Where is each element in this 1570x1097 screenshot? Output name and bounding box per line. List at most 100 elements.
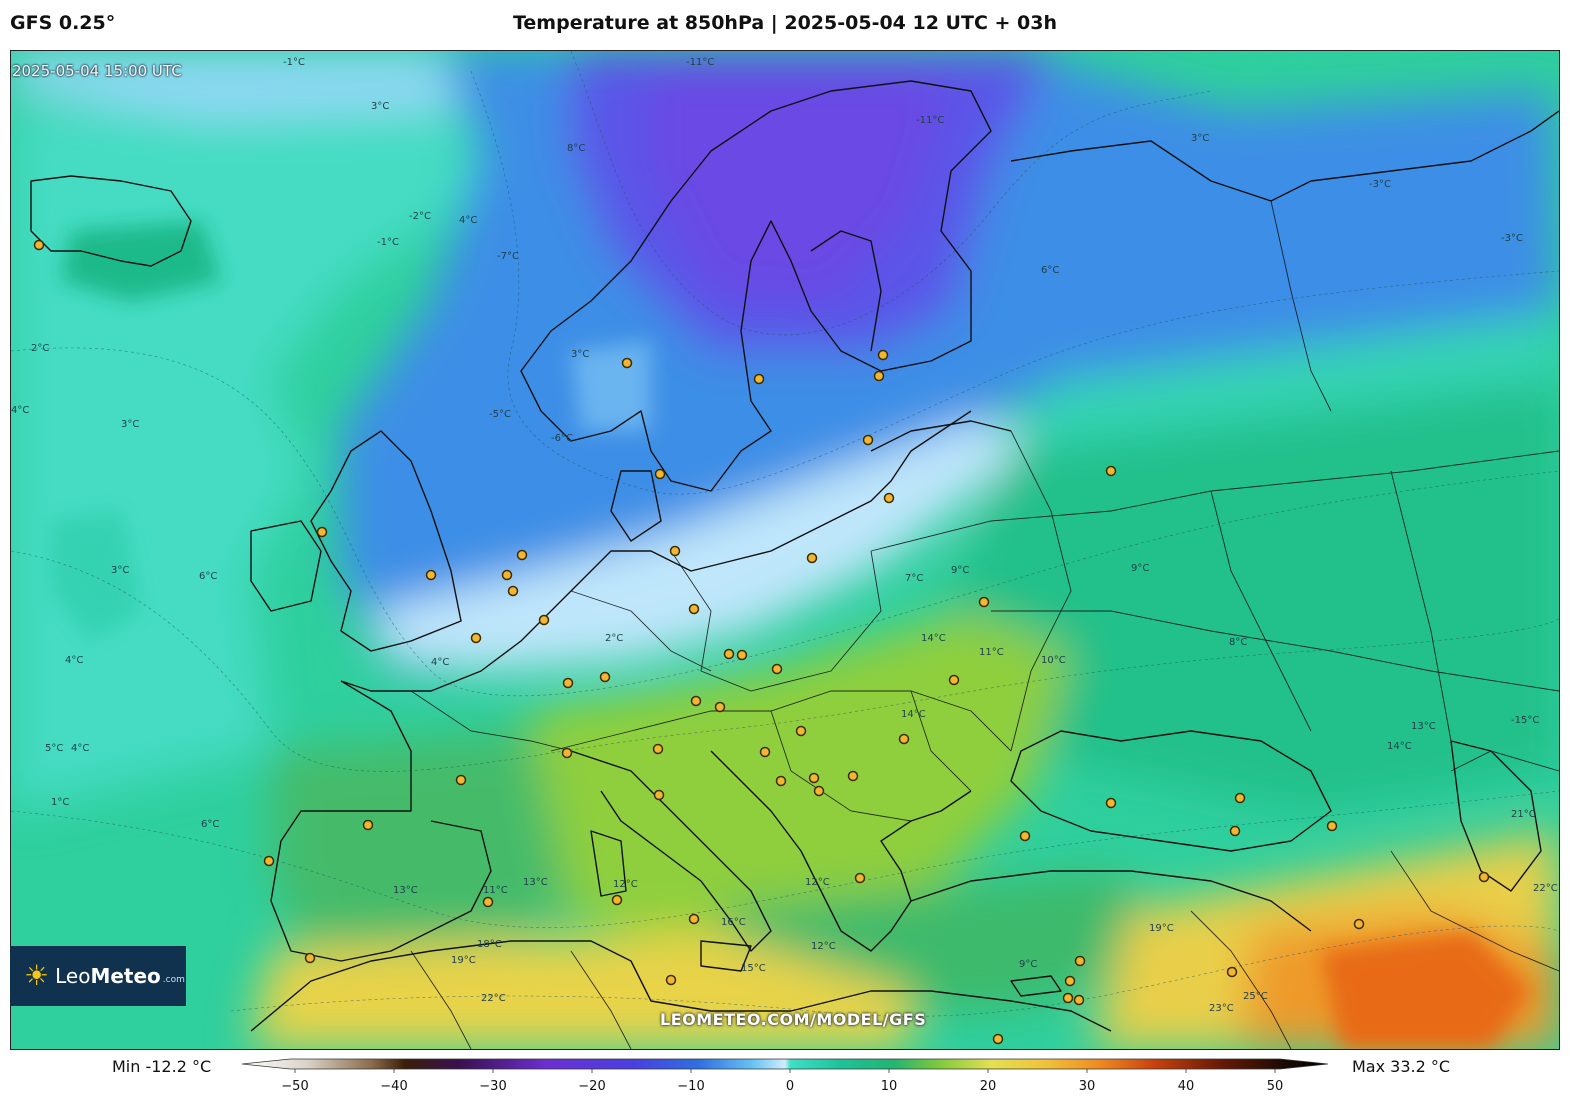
city-marker <box>304 952 316 964</box>
city-marker <box>33 239 45 251</box>
contour-label: -6°C <box>551 433 573 444</box>
colorbar-tick: 10 <box>881 1079 898 1094</box>
city-marker <box>1064 975 1076 987</box>
contour-label: 13°C <box>393 885 418 896</box>
city-marker <box>759 746 771 758</box>
city-marker <box>1073 994 1085 1006</box>
contour-label: 16°C <box>721 917 746 928</box>
contour-label: -11°C <box>916 115 944 126</box>
contour-label: 11°C <box>483 885 508 896</box>
contour-label: 14°C <box>1387 741 1412 752</box>
model-label: GFS 0.25° <box>10 12 116 34</box>
city-marker <box>688 603 700 615</box>
city-markers <box>33 239 1490 1045</box>
city-marker <box>978 596 990 608</box>
colorbar-tick: −20 <box>578 1079 605 1094</box>
contour-label: 19°C <box>451 955 476 966</box>
city-marker <box>813 785 825 797</box>
city-marker <box>669 545 681 557</box>
city-marker <box>652 743 664 755</box>
contour-label: -5°C <box>489 409 511 420</box>
colorbar-ticks: −50 −40 −30 −20 −10 0 10 20 30 40 50 <box>281 1079 1283 1094</box>
city-marker <box>1019 830 1031 842</box>
contour-label: 5°C <box>45 743 63 754</box>
contour-label: 13°C <box>1411 721 1436 732</box>
map-canvas: -1°C 3°C 8°C -11°C -11°C -2°C 4°C -1°C 3… <box>11 51 1559 1049</box>
contour-label: 14°C <box>901 709 926 720</box>
contour-label: 22°C <box>481 993 506 1004</box>
city-marker <box>948 674 960 686</box>
city-marker <box>621 357 633 369</box>
city-marker <box>611 894 623 906</box>
contour-label: -2°C <box>409 211 431 222</box>
city-marker <box>753 373 765 385</box>
leometeo-logo[interactable]: ☀ LeoMeteo .com <box>10 946 186 1006</box>
city-marker <box>561 747 573 759</box>
contour-label: 21°C <box>1511 809 1536 820</box>
city-marker <box>1326 820 1338 832</box>
city-marker <box>362 819 374 831</box>
city-marker <box>1105 797 1117 809</box>
city-marker <box>1062 992 1074 1004</box>
colorbar-tick: 0 <box>786 1079 794 1094</box>
contour-label: 8°C <box>567 143 585 154</box>
contour-label: 25°C <box>1243 991 1268 1002</box>
city-marker <box>883 492 895 504</box>
contour-label: 3°C <box>1191 133 1209 144</box>
contour-label: 11°C <box>979 647 1004 658</box>
contour-label: 19°C <box>1149 923 1174 934</box>
contour-label: 4°C <box>11 405 29 416</box>
city-marker <box>723 648 735 660</box>
city-marker <box>771 663 783 675</box>
city-marker <box>690 695 702 707</box>
city-marker <box>654 468 666 480</box>
contour-label: 2°C <box>605 633 623 644</box>
contour-label: 15°C <box>741 963 766 974</box>
colorbar-min-label: Min -12.2 °C <box>112 1057 212 1076</box>
contour-label: 8°C <box>1229 637 1247 648</box>
colorbar-tick: −10 <box>677 1079 704 1094</box>
contour-label: 4°C <box>65 655 83 666</box>
colorbar-tick: 40 <box>1178 1079 1195 1094</box>
city-marker <box>507 585 519 597</box>
political-borders <box>410 200 1559 1049</box>
contour-label: 4°C <box>431 657 449 668</box>
city-marker <box>653 789 665 801</box>
contour-label: -7°C <box>497 251 519 262</box>
temperature-field <box>11 51 1559 1049</box>
contour-label: 4°C <box>459 215 477 226</box>
colorbar-tick: 30 <box>1079 1079 1096 1094</box>
city-marker <box>854 872 866 884</box>
city-marker <box>862 434 874 446</box>
contour-label: 12°C <box>811 941 836 952</box>
contour-label: 9°C <box>1019 959 1037 970</box>
colorbar-tick: −50 <box>281 1079 308 1094</box>
colorbar-ramp <box>241 1058 1329 1070</box>
colorbar-tick: 50 <box>1267 1079 1284 1094</box>
contour-label: 6°C <box>199 571 217 582</box>
contour-label: 7°C <box>905 573 923 584</box>
contour-label: 1°C <box>51 797 69 808</box>
contour-label: 3°C <box>111 565 129 576</box>
city-marker <box>665 974 677 986</box>
city-marker <box>316 526 328 538</box>
contour-label: -3°C <box>1369 179 1391 190</box>
temperature-map[interactable]: -1°C 3°C 8°C -11°C -11°C -2°C 4°C -1°C 3… <box>10 50 1560 1050</box>
city-marker <box>714 701 726 713</box>
city-marker <box>808 772 820 784</box>
city-marker <box>1234 792 1246 804</box>
contour-label: 9°C <box>951 565 969 576</box>
model-url-watermark: LEOMETEO.COM/MODEL/GFS <box>660 1010 927 1029</box>
colorbar-max-label: Max 33.2 °C <box>1352 1057 1451 1076</box>
city-marker <box>425 569 437 581</box>
city-marker <box>806 552 818 564</box>
contour-label: 3°C <box>371 101 389 112</box>
city-marker <box>873 370 885 382</box>
city-marker <box>688 913 700 925</box>
city-marker <box>775 775 787 787</box>
city-marker <box>455 774 467 786</box>
city-marker <box>562 677 574 689</box>
contour-label: 3°C <box>571 349 589 360</box>
contour-label: 12°C <box>613 879 638 890</box>
city-marker <box>847 770 859 782</box>
